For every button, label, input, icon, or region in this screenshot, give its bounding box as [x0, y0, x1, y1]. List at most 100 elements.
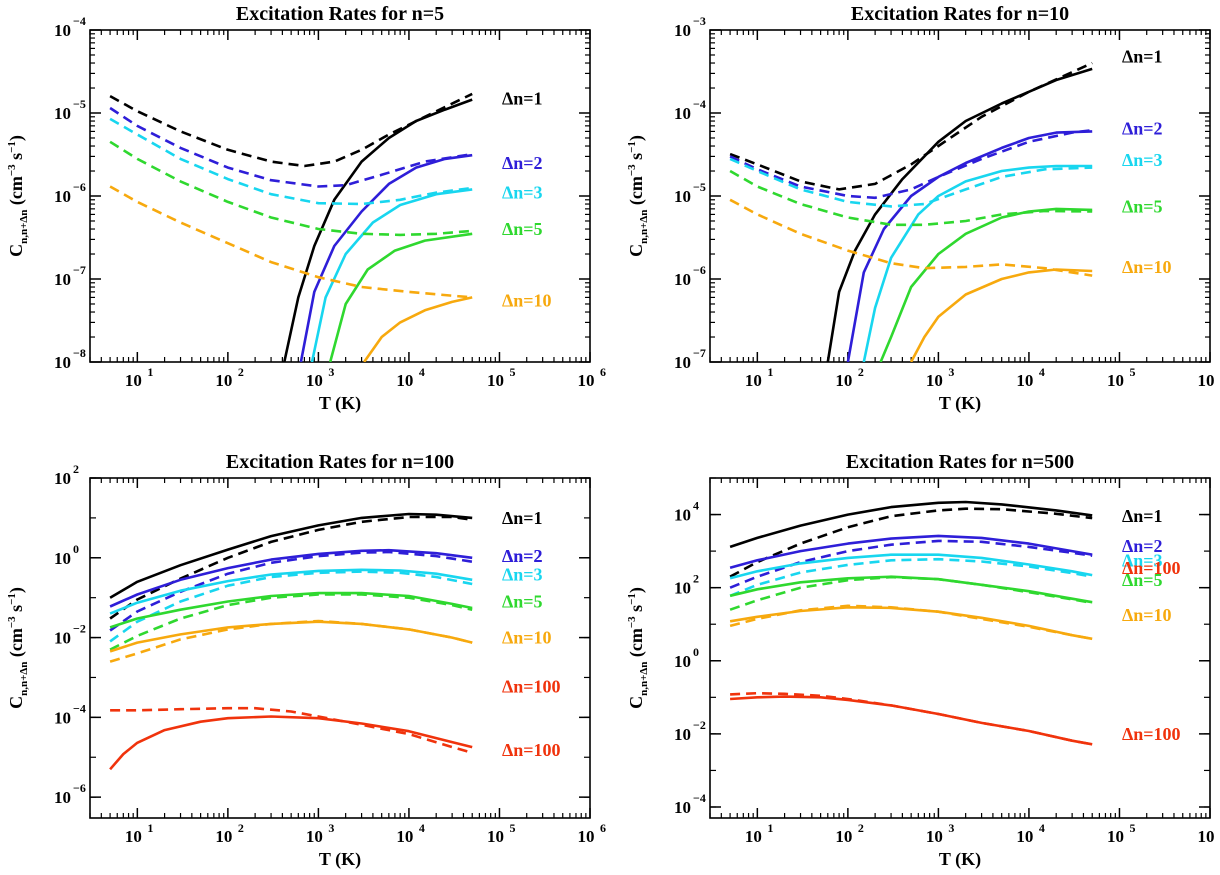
- y-tick-base: 10: [54, 270, 71, 289]
- x-tick-exp: 5: [1129, 821, 1135, 835]
- y-tick-base: 10: [54, 788, 71, 807]
- series-dashed-line: [729, 169, 1093, 227]
- plot-frame: [89, 477, 591, 819]
- y-tick-base: 10: [674, 187, 691, 206]
- series-dashed-line: [109, 92, 473, 168]
- y-tick-label: 10 −5: [674, 180, 706, 206]
- series-solid-line: [109, 512, 473, 599]
- y-tick-exp: −6: [73, 180, 86, 194]
- y-tick-label: 10 0: [674, 645, 699, 671]
- y-label-ylabel-units-mid: s: [6, 605, 26, 617]
- x-tick-label: 10 1: [125, 821, 154, 846]
- y-label-ylabel-main: C: [626, 696, 646, 709]
- x-tick-label: 10 3: [306, 365, 335, 390]
- y-label-ylabel-units: (cm: [626, 628, 647, 661]
- series-dashed-line: [729, 557, 1093, 598]
- series-solid-line: [109, 715, 473, 771]
- x-tick-exp: 4: [419, 365, 425, 379]
- y-tick-label: 10 2: [54, 462, 79, 488]
- y-tick-base: 10: [54, 353, 71, 372]
- series-solid-line: [729, 575, 1093, 604]
- y-label-ylabel-sub: n,n+Δn: [18, 210, 30, 244]
- y-tick-label: 10 −5: [54, 97, 86, 123]
- x-tick-label: 10 2: [835, 365, 864, 390]
- y-tick-base: 10: [674, 652, 691, 671]
- x-tick-label: 10 4: [396, 365, 425, 390]
- series-label: Δn=10: [502, 628, 552, 648]
- series-dashed-line: [729, 539, 1093, 589]
- series-lines: [729, 61, 1093, 362]
- y-label-ylabel-units-end: ): [6, 587, 27, 593]
- x-tick-exp: 6: [600, 821, 606, 835]
- series-solid-line: [109, 620, 473, 653]
- x-tick-base: 10: [306, 827, 323, 846]
- x-tick-exp: 5: [1129, 365, 1135, 379]
- series-label: Δn=3: [1122, 550, 1163, 570]
- x-tick-exp: 3: [328, 365, 334, 379]
- chart-title: Excitation Rates for n=100: [226, 451, 454, 473]
- y-tick-label: 10 −2: [674, 718, 706, 744]
- x-tick-exp: 1: [147, 365, 153, 379]
- y-label-ylabel-units-exp1: −3: [626, 164, 638, 176]
- x-tick-exp: 1: [147, 821, 153, 835]
- series-label: Δn=10: [1122, 605, 1172, 625]
- y-tick-label: 10 −6: [54, 781, 86, 807]
- x-tick-label: 10 2: [835, 821, 864, 846]
- x-tick-base: 10: [1016, 827, 1033, 846]
- x-tick-label: 10 1: [745, 821, 774, 846]
- x-tick-exp: 1: [767, 821, 773, 835]
- y-tick-label: 10 −2: [54, 622, 86, 648]
- y-tick-label: 10 −3: [674, 14, 706, 40]
- x-axis-label: T (K): [939, 393, 981, 414]
- x-tick-exp: 5: [509, 365, 515, 379]
- y-tick-exp: −4: [73, 701, 86, 715]
- y-tick-label: 104: [674, 499, 699, 525]
- y-label-ylabel-units-end: ): [626, 135, 647, 141]
- x-tick-exp: 3: [948, 365, 954, 379]
- series-label: Δn=3: [1122, 150, 1163, 170]
- y-label-ylabel-units-mid: s: [626, 605, 646, 617]
- y-tick-base: 10: [674, 798, 691, 817]
- x-tick-label: 10 1: [125, 365, 154, 390]
- series-dashed-line: [729, 604, 1093, 641]
- x-tick-label: 10 5: [487, 365, 516, 390]
- x-tick-label: 10 3: [306, 821, 335, 846]
- x-tick-label: 10 2: [215, 821, 244, 846]
- series-label: Δn=3: [502, 183, 543, 203]
- x-tick-base: 10: [396, 827, 413, 846]
- x-tick-label: 10 4: [396, 821, 425, 846]
- x-tick-exp: 6: [600, 365, 606, 379]
- y-tick-label: 10 −6: [674, 263, 706, 289]
- chart-title: Excitation Rates for n=500: [846, 451, 1074, 473]
- x-axis-label: T (K): [939, 849, 981, 870]
- series-dashed-line: [109, 140, 473, 237]
- y-tick-exp: −8: [73, 346, 86, 360]
- series-solid-line: [730, 695, 1093, 746]
- series-dashed-line: [109, 619, 473, 663]
- chart-title: Excitation Rates for n=10: [851, 3, 1069, 25]
- y-tick-exp: −4: [693, 97, 706, 111]
- x-tick-exp: 4: [1039, 365, 1045, 379]
- y-label-ylabel-units-exp1: −3: [6, 164, 18, 176]
- series-label: Δn=1: [502, 508, 543, 528]
- series-solid-line: [729, 553, 1093, 580]
- y-tick-label: 10 −7: [674, 346, 706, 372]
- y-label-ylabel-units-end: ): [626, 587, 647, 593]
- x-tick-base: 10: [125, 827, 142, 846]
- y-label-ylabel-units-exp1: −3: [6, 616, 18, 628]
- y-label-ylabel-units-exp2: −1: [6, 593, 18, 605]
- x-tick-label: 10 5: [487, 821, 516, 846]
- series-label: Δn=2: [502, 546, 543, 566]
- y-tick-base: 10: [674, 270, 691, 289]
- y-tick-label: 10 −6: [54, 180, 86, 206]
- x-tick-base: 10: [578, 371, 595, 390]
- series-solid-line: [826, 67, 1093, 362]
- y-tick-exp: −7: [693, 346, 706, 360]
- series-solid-line: [310, 188, 473, 362]
- x-tick-label: 106: [1198, 827, 1215, 846]
- x-tick-exp: 2: [238, 821, 244, 835]
- x-tick-base: 10: [215, 371, 232, 390]
- series-solid-line: [729, 606, 1093, 641]
- series-label: Δn=100: [1122, 724, 1181, 744]
